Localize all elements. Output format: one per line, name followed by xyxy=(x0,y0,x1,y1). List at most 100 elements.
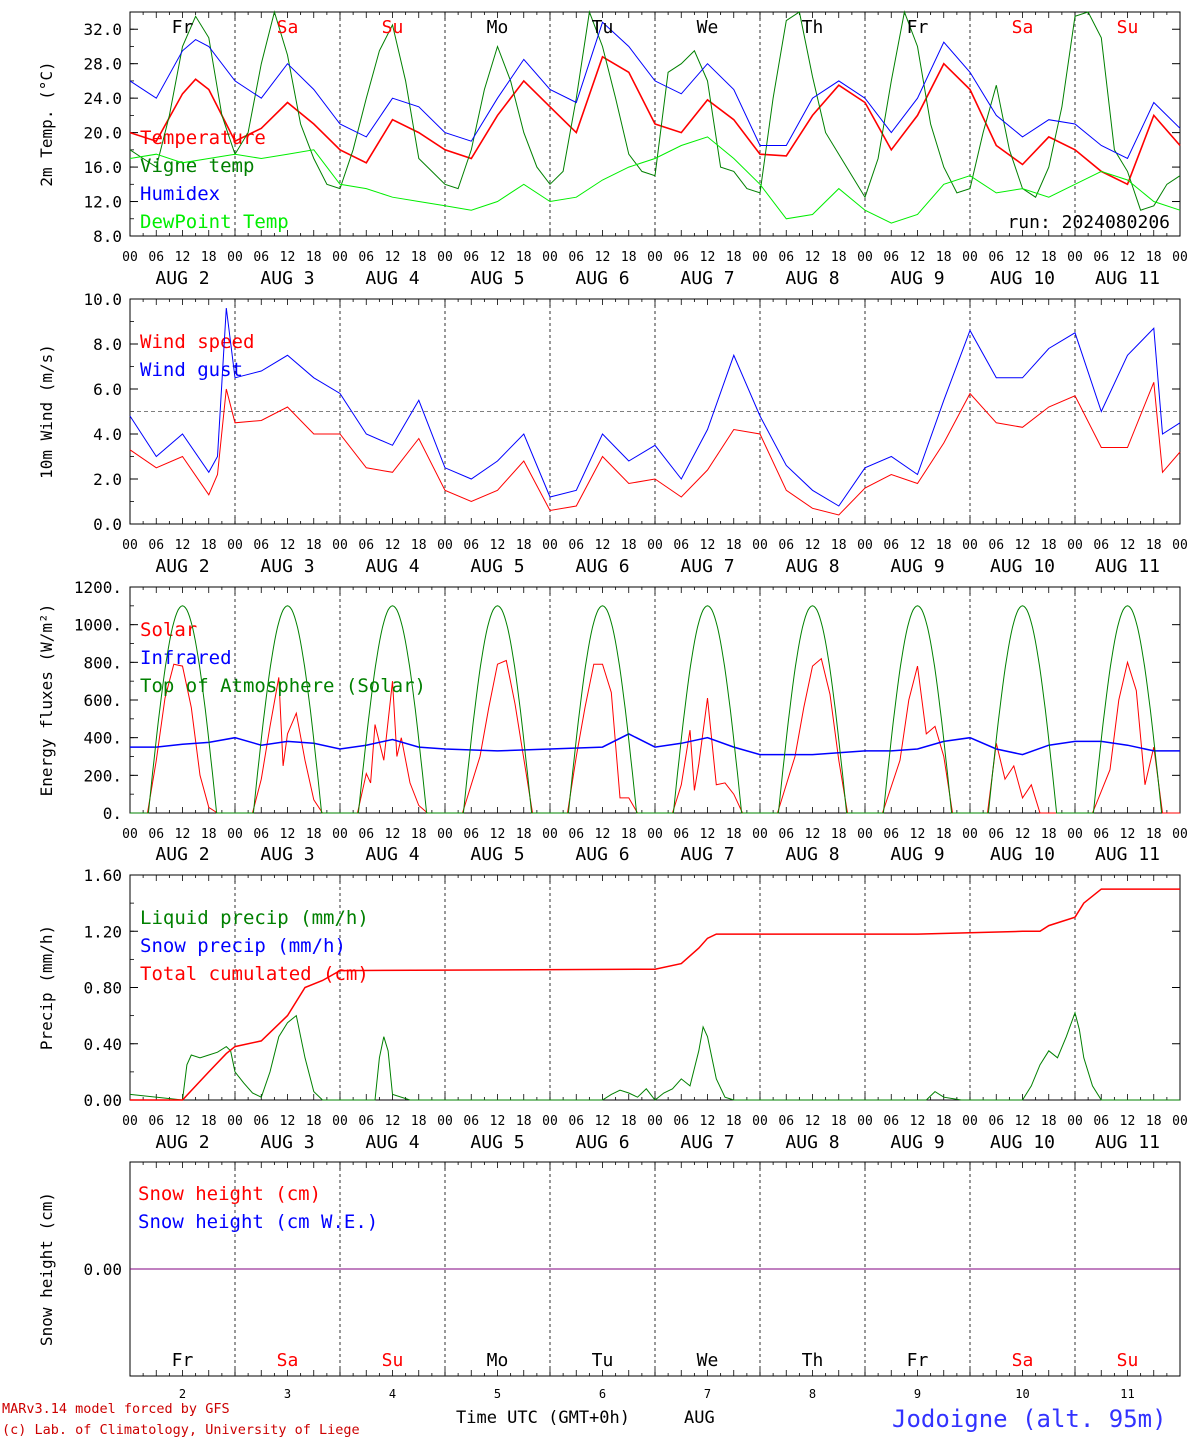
temperature-date-label: AUG 10 xyxy=(990,268,1055,289)
fluxes-hour-tick-label: 18 xyxy=(306,827,322,842)
wind-hour-tick-label: 18 xyxy=(201,538,217,553)
wind-hour-tick-label: 12 xyxy=(700,538,716,553)
fluxes-hour-tick-label: 12 xyxy=(700,827,716,842)
precip-hour-tick-label: 06 xyxy=(1093,1114,1109,1129)
wind-hour-tick-label: 18 xyxy=(306,538,322,553)
temperature-y-axis-label: 2m Temp. (°C) xyxy=(37,61,56,186)
wind-series-line xyxy=(129,382,1181,516)
precip-hour-tick-label: 12 xyxy=(1120,1114,1136,1129)
temperature-legend-entry: DewPoint Temp xyxy=(140,211,289,233)
precip-series-line xyxy=(130,888,1180,1101)
wind-y-tick-label: 8.0 xyxy=(93,335,122,354)
precip-hour-tick-label: 06 xyxy=(988,1114,1004,1129)
precip-hour-tick-label: 12 xyxy=(595,1114,611,1129)
temperature-hour-tick-label: 12 xyxy=(385,250,401,265)
fluxes-hour-tick-label: 12 xyxy=(910,827,926,842)
wind-hour-tick-label: 12 xyxy=(1015,538,1031,553)
fluxes-hour-tick-label: 00 xyxy=(332,827,348,842)
bottom-day-abbr: Su xyxy=(382,1350,404,1371)
precip-hour-tick-label: 06 xyxy=(568,1114,584,1129)
temperature-hour-tick-label: 12 xyxy=(595,250,611,265)
fluxes-hour-tick-label: 00 xyxy=(437,827,453,842)
wind-hour-tick-label: 00 xyxy=(647,538,663,553)
precip-hour-tick-label: 00 xyxy=(437,1114,453,1129)
precip-hour-tick-label: 12 xyxy=(910,1114,926,1129)
wind-hour-tick-label: 00 xyxy=(857,538,873,553)
fluxes-date-label: AUG 8 xyxy=(785,844,839,865)
bottom-day-number: 6 xyxy=(599,1387,606,1401)
wind-date-label: AUG 10 xyxy=(990,556,1055,577)
fluxes-hour-tick-label: 12 xyxy=(805,827,821,842)
precip-date-label: AUG 4 xyxy=(365,1132,419,1153)
wind-date-label: AUG 5 xyxy=(470,556,524,577)
wind-date-label: AUG 9 xyxy=(890,556,944,577)
fluxes-legend-entry: Infrared xyxy=(140,647,232,669)
snow-y-tick-label: 0.00 xyxy=(83,1260,122,1279)
temperature-legend-entry: Temperature xyxy=(140,127,266,149)
fluxes-y-tick-label: 1000. xyxy=(74,616,122,635)
precip-hour-tick-label: 12 xyxy=(385,1114,401,1129)
precip-hour-tick-label: 06 xyxy=(463,1114,479,1129)
precip-hour-tick-label: 18 xyxy=(201,1114,217,1129)
temperature-hour-tick-label: 18 xyxy=(306,250,322,265)
wind-series-line xyxy=(129,307,1181,507)
day-abbr-label: Th xyxy=(802,17,824,38)
wind-hour-tick-label: 00 xyxy=(122,538,138,553)
fluxes-date-label: AUG 3 xyxy=(260,844,314,865)
bottom-day-abbr: Th xyxy=(802,1350,824,1371)
wind-hour-tick-label: 00 xyxy=(1172,538,1188,553)
temperature-y-tick-label: 28.0 xyxy=(83,55,122,74)
fluxes-series-line xyxy=(130,605,1163,814)
temperature-date-label: AUG 5 xyxy=(470,268,524,289)
temperature-legend-entry: Humidex xyxy=(140,183,220,205)
temperature-hour-tick-label: 18 xyxy=(516,250,532,265)
bottom-day-abbr: Sa xyxy=(277,1350,299,1371)
wind-y-tick-label: 2.0 xyxy=(93,470,122,489)
precip-hour-tick-label: 18 xyxy=(831,1114,847,1129)
wind-hour-tick-label: 12 xyxy=(385,538,401,553)
precip-hour-tick-label: 18 xyxy=(516,1114,532,1129)
temperature-hour-tick-label: 00 xyxy=(752,250,768,265)
wind-hour-tick-label: 18 xyxy=(936,538,952,553)
wind-date-label: AUG 2 xyxy=(155,556,209,577)
precip-y-tick-label: 0.80 xyxy=(83,979,122,998)
fluxes-hour-tick-label: 00 xyxy=(647,827,663,842)
wind-legend-entry: Wind gust xyxy=(140,359,243,381)
temperature-hour-tick-label: 06 xyxy=(883,250,899,265)
bottom-day-abbr: Tu xyxy=(592,1350,614,1371)
temperature-series-line xyxy=(129,55,1181,186)
temperature-hour-tick-label: 12 xyxy=(910,250,926,265)
temperature-hour-tick-label: 00 xyxy=(332,250,348,265)
fluxes-hour-tick-label: 18 xyxy=(1041,827,1057,842)
precip-hour-tick-label: 18 xyxy=(1146,1114,1162,1129)
precip-hour-tick-label: 12 xyxy=(805,1114,821,1129)
temperature-hour-tick-label: 12 xyxy=(805,250,821,265)
fluxes-hour-tick-label: 00 xyxy=(857,827,873,842)
precip-hour-tick-label: 00 xyxy=(122,1114,138,1129)
temperature-hour-tick-label: 12 xyxy=(490,250,506,265)
fluxes-hour-tick-label: 00 xyxy=(542,827,558,842)
precip-hour-tick-label: 00 xyxy=(647,1114,663,1129)
wind-hour-tick-label: 00 xyxy=(437,538,453,553)
temperature-series-line xyxy=(129,21,1181,160)
precip-hour-tick-label: 18 xyxy=(936,1114,952,1129)
day-abbr-label: Mo xyxy=(487,17,509,38)
fluxes-hour-tick-label: 12 xyxy=(175,827,191,842)
fluxes-hour-tick-label: 00 xyxy=(122,827,138,842)
precip-y-tick-label: 1.60 xyxy=(83,866,122,885)
precip-hour-tick-label: 18 xyxy=(1041,1114,1057,1129)
wind-hour-tick-label: 18 xyxy=(411,538,427,553)
precip-y-tick-label: 1.20 xyxy=(83,922,122,941)
bottom-day-abbr: Fr xyxy=(172,1350,194,1371)
temperature-hour-tick-label: 00 xyxy=(542,250,558,265)
wind-hour-tick-label: 06 xyxy=(673,538,689,553)
temperature-hour-tick-label: 06 xyxy=(673,250,689,265)
day-abbr-label: Su xyxy=(382,17,404,38)
temperature-hour-tick-label: 18 xyxy=(831,250,847,265)
wind-hour-tick-label: 18 xyxy=(516,538,532,553)
temperature-hour-tick-label: 12 xyxy=(1120,250,1136,265)
temperature-hour-tick-label: 18 xyxy=(411,250,427,265)
fluxes-date-label: AUG 10 xyxy=(990,844,1055,865)
temperature-hour-tick-label: 00 xyxy=(1067,250,1083,265)
day-abbr-label: Fr xyxy=(172,17,194,38)
